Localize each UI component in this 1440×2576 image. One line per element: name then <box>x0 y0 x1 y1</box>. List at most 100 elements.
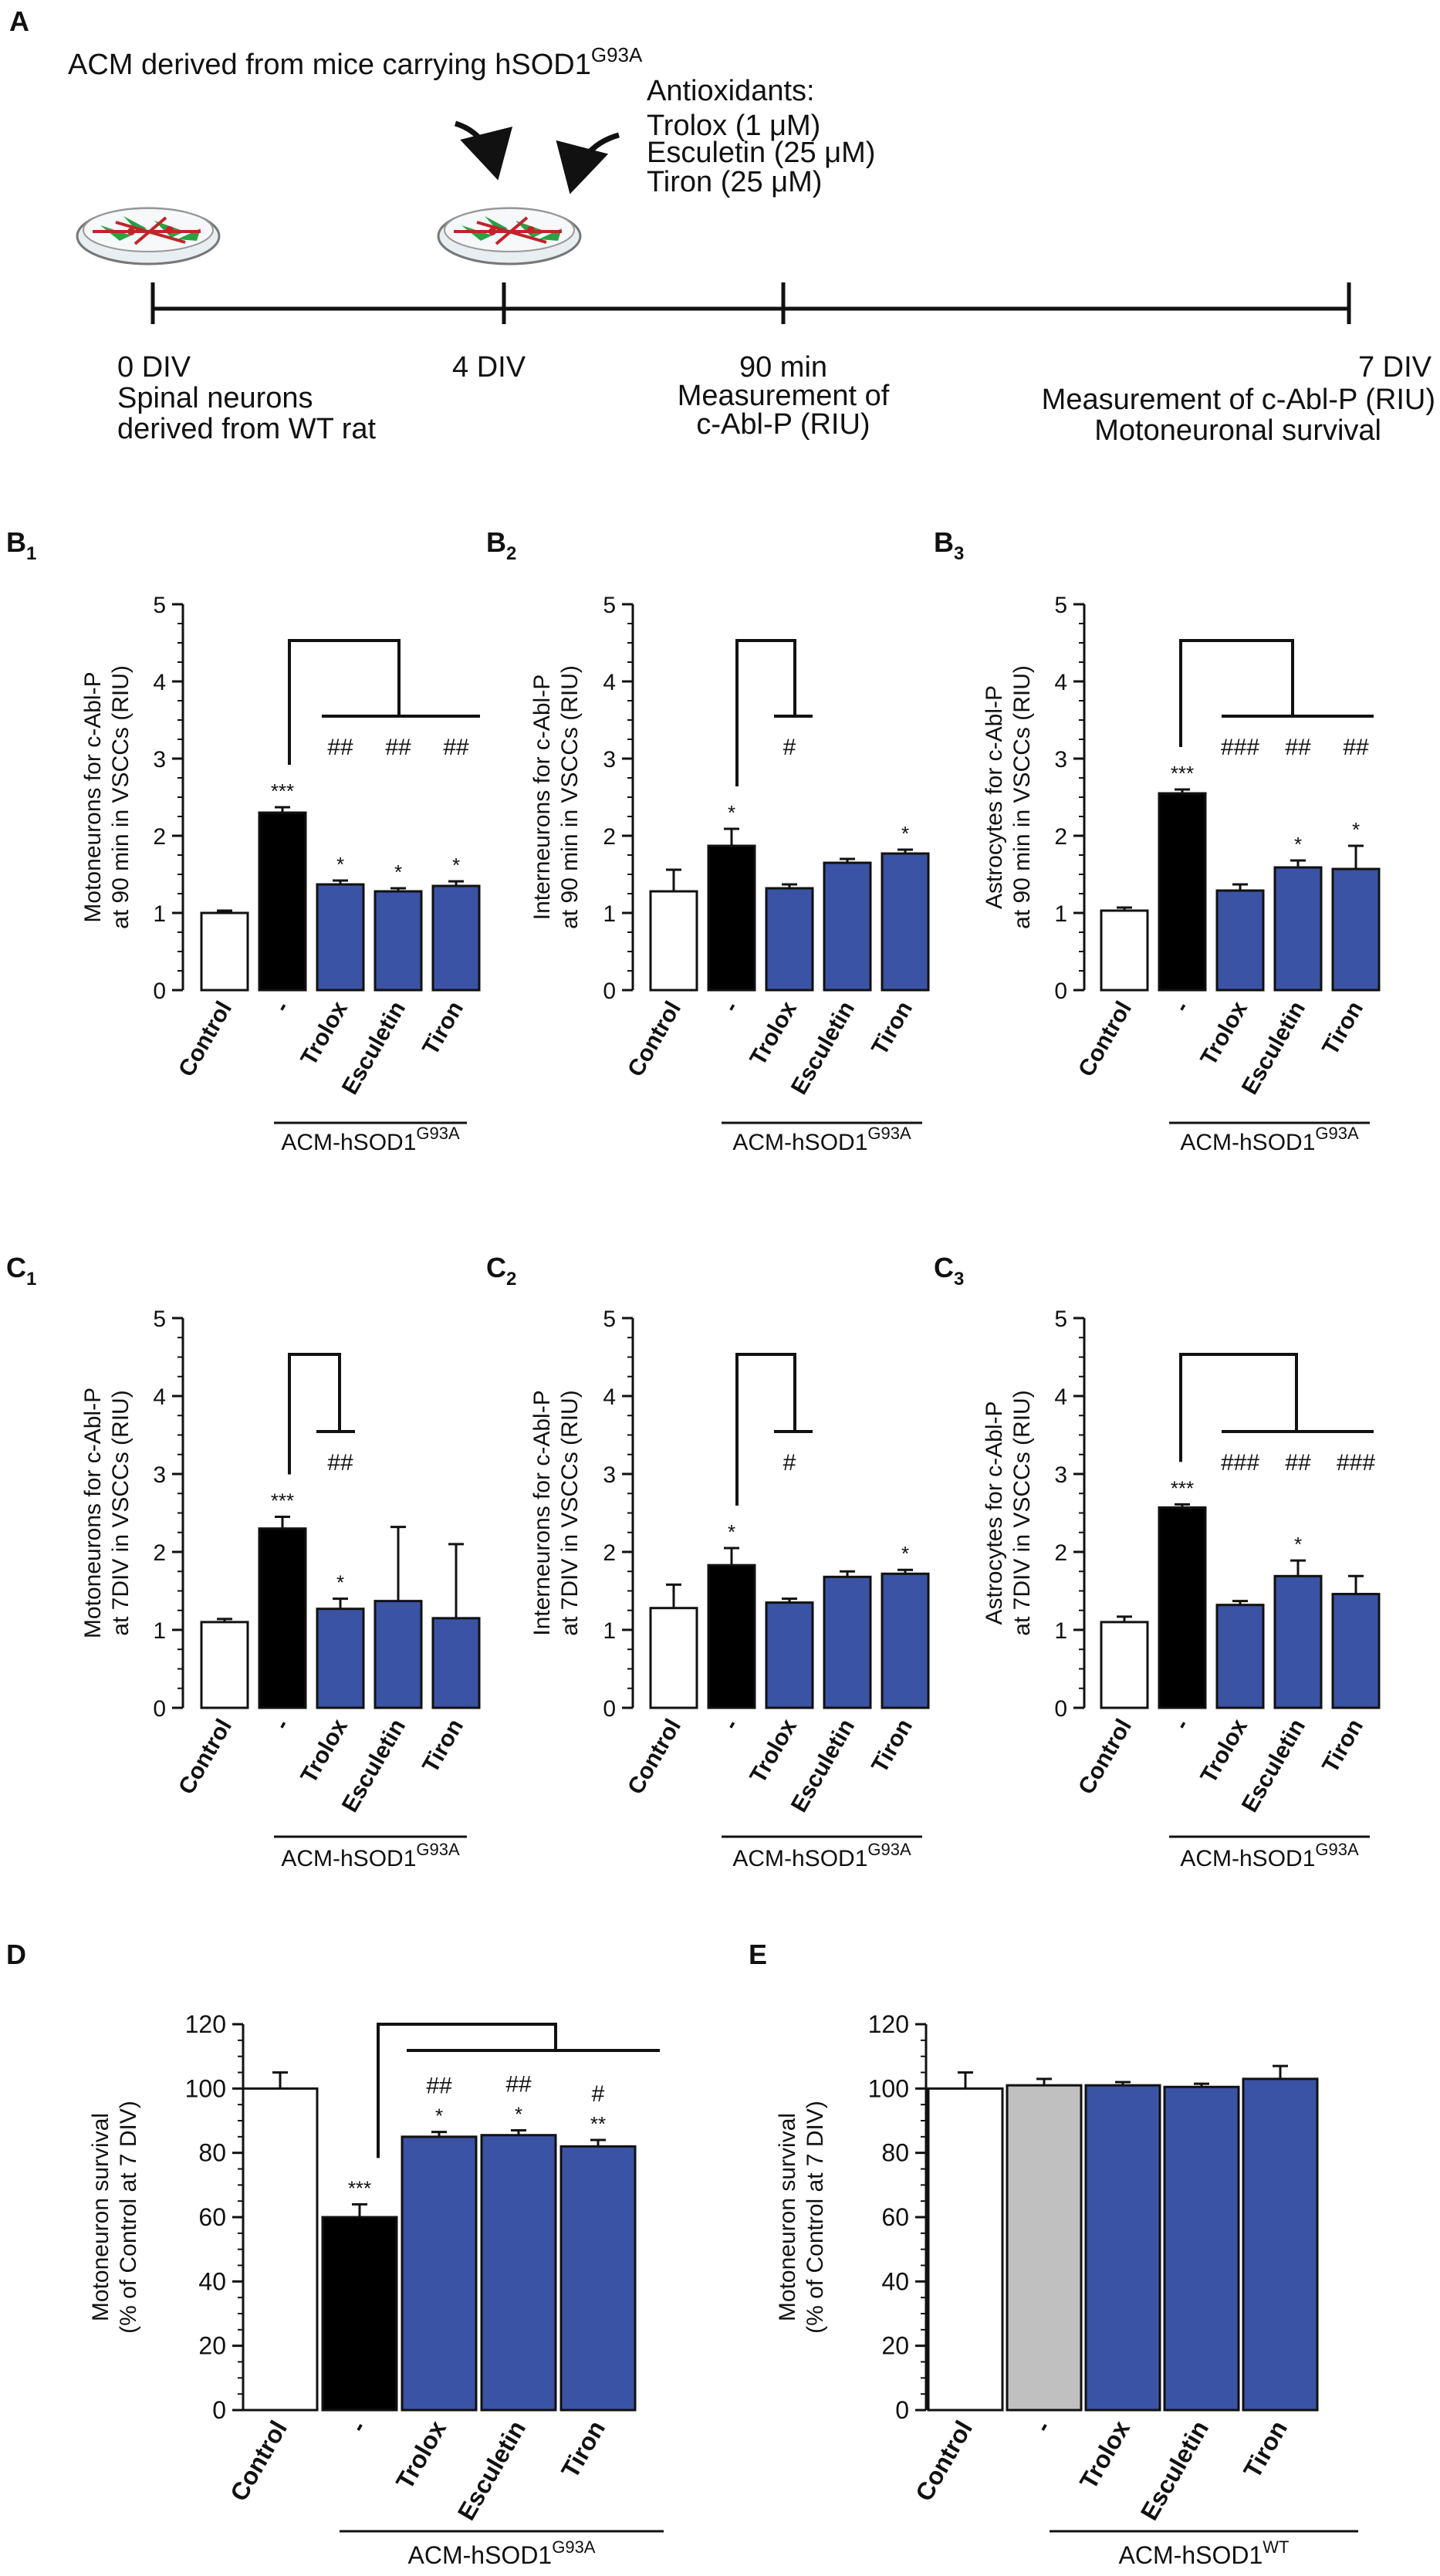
y-tick-label-b3: 5 <box>1054 593 1067 618</box>
y-tick-label-c3: 2 <box>1054 1540 1067 1566</box>
group-labels: ACM-hSOD1G93A ACM-hSOD1G93A ACM-hSOD1G93… <box>274 1121 1370 2569</box>
bar-d-2 <box>401 2135 478 2412</box>
group-label-c3: ACM-hSOD1G93A <box>1180 1840 1359 1871</box>
y-tick-label-c2: 5 <box>603 1307 616 1332</box>
bar-c3-3 <box>1273 1574 1323 1709</box>
y-tick-label-c2: 4 <box>603 1384 616 1410</box>
y-tick-label-b1: 5 <box>153 593 166 618</box>
bar-d-3 <box>480 2134 557 2412</box>
timeline-label-90min: 90 min <box>739 351 827 384</box>
y-tick-label-c2: 2 <box>603 1540 616 1566</box>
significance-hash-b3-2: ### <box>1221 735 1259 760</box>
bar-c2-2 <box>765 1601 814 1709</box>
panel-label-b2: B2 <box>486 526 516 564</box>
y-tick-label-d: 60 <box>198 2203 226 2231</box>
panel-label-a: A <box>9 5 29 37</box>
bar-b2-0 <box>649 890 698 992</box>
y-axis-label-c3: at 7DIV in VSCCs (RIU) <box>1009 1390 1035 1635</box>
bar-b2-1 <box>707 844 756 992</box>
bar-d-4 <box>559 2145 637 2412</box>
y-axis-label-d: (% of Control at 7 DIV) <box>116 2101 141 2334</box>
group-label-c1: ACM-hSOD1G93A <box>281 1840 460 1871</box>
bar-b3-1 <box>1158 792 1207 992</box>
x-tick-label-e-1: - <box>1029 2416 1057 2437</box>
y-axis-label-c2: at 7DIV in VSCCs (RIU) <box>557 1390 583 1635</box>
x-tick-label-c2-4: Tiron <box>867 1715 918 1777</box>
y-tick-label-c2: 3 <box>603 1462 616 1488</box>
bar-b1-0 <box>200 911 249 992</box>
y-tick-label-c3: 3 <box>1054 1462 1067 1488</box>
significance-star-b2-1: * <box>728 801 735 824</box>
group-label-d: ACM-hSOD1G93A <box>408 2537 596 2569</box>
x-tick-label-b3-1: - <box>1168 997 1195 1016</box>
x-tick-label-c3-1: - <box>1168 1715 1195 1734</box>
bar-c1-0 <box>200 1621 249 1709</box>
y-axis-label-b2: Interneurons for c-Abl-P <box>529 674 555 920</box>
y-tick-label-b1: 4 <box>153 670 166 695</box>
arrow-acm-icon <box>454 120 513 181</box>
significance-hash-d-4: # <box>592 2081 605 2107</box>
panel-label-d: D <box>6 1939 26 1970</box>
panel-label-b1: B1 <box>6 526 36 564</box>
bar-c1-3 <box>374 1600 423 1709</box>
y-tick-label-c3: 4 <box>1054 1384 1067 1410</box>
bar-c3-0 <box>1100 1621 1149 1709</box>
significance-hash-b3-4: ## <box>1343 735 1369 760</box>
panel-label-b3: B3 <box>934 526 964 564</box>
significance-star-c2-4: * <box>901 1542 909 1565</box>
y-tick-label-d: 0 <box>212 2396 226 2424</box>
antioxidant-trolox: Trolox (1 μM) <box>647 110 820 142</box>
panel-label-e: E <box>749 1939 767 1970</box>
significance-star-b1-4: * <box>452 854 460 877</box>
significance-star-c2-1: * <box>728 1520 735 1543</box>
comparison-bracket-c3 <box>1179 1353 1298 1462</box>
group-label-e: ACM-hSOD1WT <box>1119 2537 1290 2569</box>
significance-star-b1-3: * <box>394 860 402 884</box>
x-tick-label-d-4: Tiron <box>556 2416 610 2483</box>
significance-star-c1-2: * <box>336 1571 344 1594</box>
bar-e-3 <box>1163 2085 1240 2412</box>
timeline-desc-90min-line1: Measurement of <box>678 380 890 412</box>
significance-hash-c3-3: ## <box>1285 1450 1311 1476</box>
significance-star-b3-4: * <box>1352 818 1360 841</box>
y-tick-label-e: 60 <box>881 2203 909 2231</box>
y-tick-label-b2: 5 <box>603 593 616 618</box>
x-tick-label-c1-0: Control <box>174 1715 237 1799</box>
bar-c2-4 <box>881 1572 930 1709</box>
bar-d-0 <box>242 2087 319 2412</box>
y-axis-label-b2: at 90 min in VSCCs (RIU) <box>557 665 583 929</box>
x-tick-label-c3-0: Control <box>1073 1715 1137 1799</box>
y-tick-label-d: 40 <box>198 2267 226 2295</box>
significance-hash-b1-3: ## <box>385 735 411 760</box>
y-tick-label-b3: 2 <box>1054 824 1067 850</box>
significance-hash-b3-3: ## <box>1285 735 1311 760</box>
x-tick-label-c2-0: Control <box>623 1715 686 1799</box>
bar-c1-2 <box>316 1607 365 1709</box>
y-tick-label-b1: 1 <box>153 901 166 927</box>
significance-hash-b2-2: # <box>783 735 796 760</box>
panel-label-c2: C2 <box>486 1252 516 1290</box>
y-axis-label-e: (% of Control at 7 DIV) <box>803 2101 828 2334</box>
bar-b1-2 <box>316 883 365 992</box>
y-tick-label-e: 40 <box>881 2267 909 2295</box>
bar-c2-3 <box>823 1575 872 1709</box>
x-tick-label-c1-1: - <box>269 1715 295 1734</box>
bar-b2-3 <box>823 861 872 992</box>
bar-c2-1 <box>707 1564 756 1709</box>
x-tick-label-d-1: - <box>344 2416 373 2437</box>
significance-star-b1-1: *** <box>271 779 294 803</box>
y-axis-label-b1: at 90 min in VSCCs (RIU) <box>108 665 134 929</box>
x-tick-label-c2-2: Trolox <box>745 1715 802 1788</box>
bar-b2-4 <box>881 852 930 992</box>
panel-labels: B1 B2 B3 C1 C2 C3 D E <box>6 526 964 1970</box>
chart-c1: 0 1 2 3 4 5 Motoneurons for c-Abl-P at 7DIV in … <box>80 1307 481 1817</box>
y-tick-label-e: 100 <box>868 2074 909 2102</box>
x-tick-label-b1-0: Control <box>174 997 237 1081</box>
y-tick-label-e: 80 <box>881 2139 909 2167</box>
significance-hash-b1-4: ## <box>443 735 469 760</box>
y-axis-label-c3: Astrocytes for c-Abl-P <box>982 1401 1007 1624</box>
y-axis-label-c1: Motoneurons for c-Abl-P <box>80 1388 106 1638</box>
bar-d-1 <box>321 2216 398 2412</box>
comparison-bracket-d <box>377 2023 557 2158</box>
x-tick-label-b1-1: - <box>269 997 295 1016</box>
